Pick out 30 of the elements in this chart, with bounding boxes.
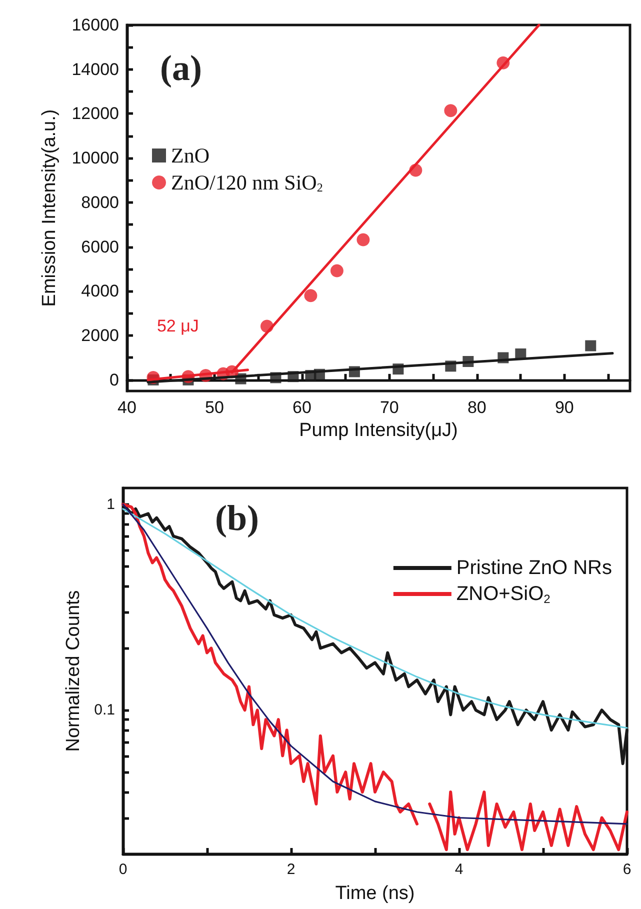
y-axis-title: Normalized Counts xyxy=(63,590,84,752)
x-tick-label: 6 xyxy=(622,861,632,878)
legend-label: ZnO/120 nm SiO2 xyxy=(171,170,323,194)
x-tick-label: 50 xyxy=(205,398,224,417)
x-tick-label: 70 xyxy=(380,398,399,417)
y-tick-label: 6000 xyxy=(81,237,119,256)
annotation: 52 μJ xyxy=(156,316,199,336)
x-tick-label: 4 xyxy=(454,861,464,878)
y-tick-label: 4000 xyxy=(81,282,119,301)
x-tick-label: 90 xyxy=(554,398,574,417)
legend-label: Pristine ZnO NRs xyxy=(456,557,612,579)
x-tick-label: 40 xyxy=(118,398,136,417)
x-axis-title: Time (ns) xyxy=(335,883,415,904)
y-tick-label: 16000 xyxy=(72,16,119,34)
y-tick-label: 2000 xyxy=(81,326,119,346)
y-tick-label: 8000 xyxy=(81,192,119,212)
y-tick-label: 12000 xyxy=(72,104,119,124)
y-tick-label: 1 xyxy=(106,496,115,513)
legend-label: ZnO xyxy=(171,144,210,168)
x-tick-label: 80 xyxy=(467,398,486,417)
annotation: (a) xyxy=(160,48,202,88)
y-axis-title: Emission Intensity(a.u.) xyxy=(39,109,60,307)
annotation: (b) xyxy=(215,498,259,538)
x-tick-label: 60 xyxy=(292,398,312,417)
y-tick-label: 14000 xyxy=(72,60,119,79)
y-tick-label: 10000 xyxy=(72,148,119,168)
y-tick-label: 0 xyxy=(110,370,119,390)
y-tick-label: 0.1 xyxy=(94,702,115,719)
x-tick-label: 2 xyxy=(286,861,296,878)
x-axis-title: Pump Intensity(μJ) xyxy=(299,420,458,441)
